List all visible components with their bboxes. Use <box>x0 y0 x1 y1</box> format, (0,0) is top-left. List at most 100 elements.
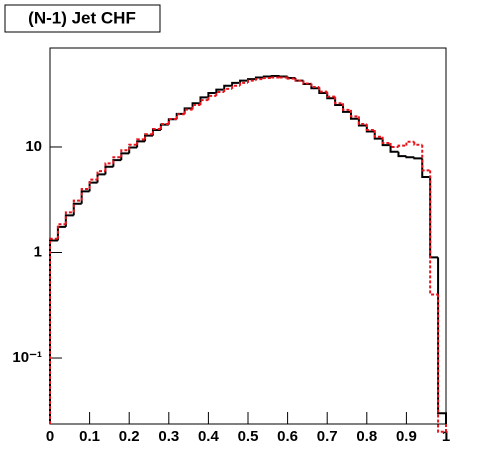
histogram-bin <box>270 76 280 79</box>
histogram-bin <box>365 125 375 133</box>
histogram-bin <box>231 84 241 89</box>
histogram-bin <box>262 77 272 80</box>
histogram-bin <box>215 90 225 96</box>
histogram-bin <box>326 92 336 100</box>
histogram-bin <box>381 136 391 145</box>
histogram-bin <box>373 129 383 138</box>
histogram-bin <box>175 113 185 120</box>
histogram-bin <box>437 257 447 424</box>
histogram-bin <box>128 146 138 154</box>
histogram-bin <box>112 159 122 167</box>
x-tick-label: 0.5 <box>238 428 259 445</box>
x-tick-label: 0.3 <box>158 428 179 445</box>
histogram-bin <box>136 140 146 148</box>
histogram-bin <box>207 91 217 98</box>
histogram-bin <box>357 118 367 127</box>
histogram-bin <box>405 156 415 159</box>
histogram-bin <box>310 83 320 89</box>
histogram-bin <box>342 104 351 113</box>
histogram-bin <box>349 111 359 120</box>
histogram-bin <box>183 108 193 115</box>
x-tick-label: 0 <box>46 428 54 445</box>
x-tick-label: 0.4 <box>198 428 220 445</box>
histogram-bin <box>88 178 98 189</box>
x-tick-label: 0.6 <box>277 428 298 445</box>
histogram-bin <box>429 170 439 296</box>
histogram-bin <box>413 141 423 146</box>
histogram-bin <box>104 165 114 175</box>
histogram-bin <box>421 158 431 178</box>
x-tick-label: 0.1 <box>79 428 100 445</box>
histogram-bin <box>334 96 344 105</box>
histogram-bin <box>215 88 225 93</box>
histogram-bin <box>72 199 82 213</box>
histogram-bin <box>357 116 367 126</box>
histogram-bin <box>397 144 407 147</box>
y-tick-label: 10⁻¹ <box>12 349 42 366</box>
histogram-bin <box>151 128 161 136</box>
histogram-bin <box>104 162 114 172</box>
x-tick-label: 0.9 <box>396 428 417 445</box>
histogram-bin <box>318 87 328 93</box>
histogram-bin <box>64 214 74 227</box>
histogram-bin <box>120 149 130 158</box>
histogram-bin <box>349 109 359 118</box>
histogram-bin <box>144 134 153 142</box>
histogram-bin <box>397 151 407 158</box>
histogram-bin <box>223 87 233 92</box>
histogram-bin <box>421 144 431 172</box>
histogram-bin <box>128 143 138 151</box>
histogram-bin <box>56 225 66 241</box>
x-tick-label: 0.2 <box>119 428 140 445</box>
histogram-bin <box>199 99 209 105</box>
histogram-bin <box>381 138 391 147</box>
histogram-bin <box>286 77 296 80</box>
histogram-bin <box>239 81 248 86</box>
histogram-bin <box>223 84 233 90</box>
histogram-bin <box>334 98 344 106</box>
chart-title: (N-1) Jet CHF <box>28 8 136 27</box>
histogram-bin <box>72 202 82 216</box>
histogram-bin <box>96 170 106 180</box>
histogram-bin <box>207 94 217 101</box>
histogram-bin <box>413 157 423 160</box>
histogram-bin <box>120 152 130 161</box>
histogram-bin <box>96 173 106 183</box>
histogram-bin <box>437 294 447 433</box>
histogram-bin <box>191 103 201 110</box>
histogram-bin <box>159 123 169 130</box>
histogram-bin <box>342 103 351 111</box>
histogram-bin <box>151 128 161 135</box>
histogram-bin <box>88 181 98 192</box>
x-tick-label: 1 <box>442 428 450 445</box>
histogram-bin <box>112 156 122 164</box>
x-tick-label: 0.7 <box>317 428 338 445</box>
histogram-bin <box>294 78 304 82</box>
histogram-bin <box>80 187 90 201</box>
histogram-bin <box>199 96 209 104</box>
title-box <box>4 4 161 33</box>
histogram-bin <box>49 237 58 424</box>
histogram-bin <box>389 143 399 148</box>
histogram-bin <box>365 124 375 131</box>
histogram-bin <box>64 211 74 225</box>
histogram-bin <box>247 79 256 83</box>
histogram-bin <box>389 145 399 153</box>
y-tick-label: 1 <box>34 243 42 260</box>
plot-frame <box>49 47 447 425</box>
histogram-bin <box>326 91 336 98</box>
histogram-bin <box>373 131 383 140</box>
histogram-bin <box>302 80 312 85</box>
histogram-bin <box>159 123 169 130</box>
histogram-bin <box>254 78 264 81</box>
histogram-bin <box>167 118 177 125</box>
histogram-bin <box>405 140 415 146</box>
histogram-bin <box>49 239 58 424</box>
y-tick-label: 10 <box>25 138 42 155</box>
histogram-bin <box>144 133 153 140</box>
x-tick-label: 0.8 <box>356 428 377 445</box>
histogram-bin <box>80 190 90 204</box>
histogram-bin <box>167 118 177 125</box>
histogram-bin <box>429 176 439 259</box>
